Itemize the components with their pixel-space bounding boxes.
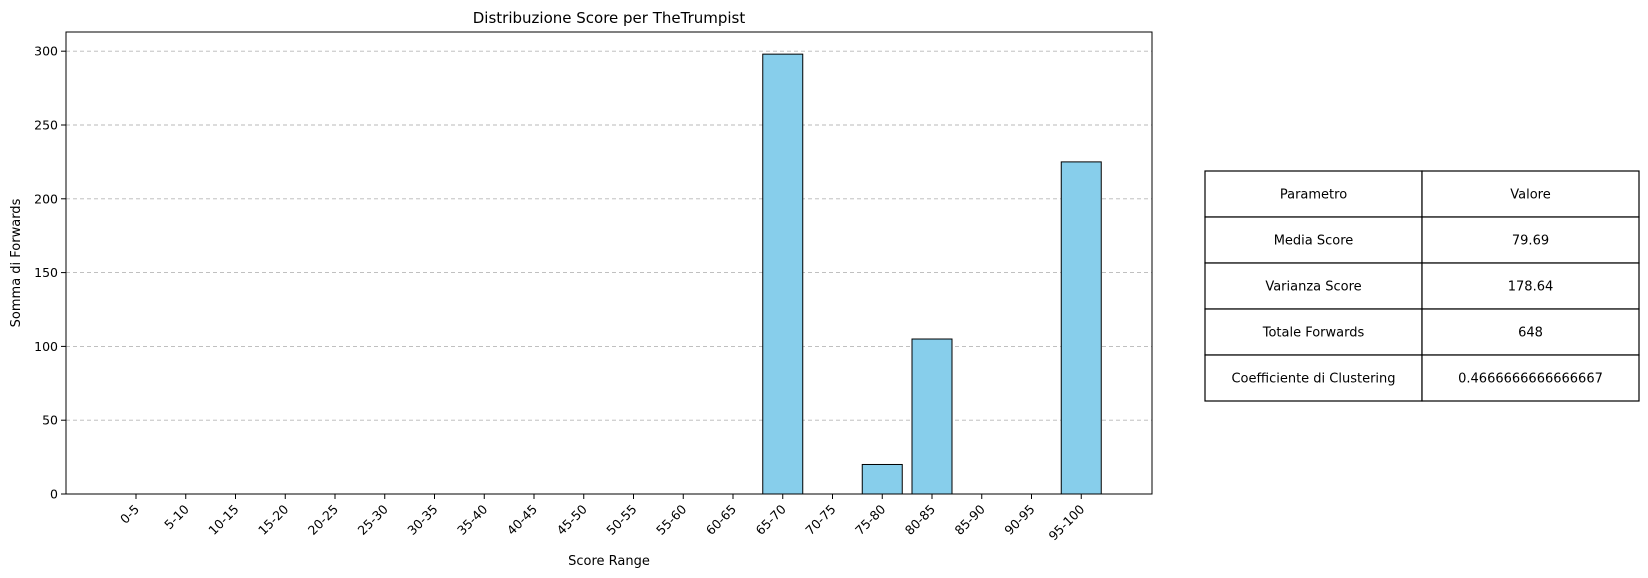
bar-65-70 bbox=[762, 53, 804, 495]
plot-area-frame bbox=[65, 31, 1153, 495]
x-tick-label: 20-25 bbox=[305, 502, 341, 538]
y-tick-label: 100 bbox=[34, 339, 58, 354]
y-tick-label: 250 bbox=[34, 117, 58, 132]
x-tick-label: 10-15 bbox=[205, 502, 241, 538]
x-tick-label: 0-5 bbox=[117, 502, 142, 527]
x-tick-label: 90-95 bbox=[1001, 502, 1037, 538]
y-axis-label: Somma di Forwards bbox=[9, 198, 24, 327]
table-cell bbox=[1421, 170, 1640, 218]
chart-title: Distribuzione Score per TheTrumpist bbox=[473, 9, 746, 27]
table-value: 79.69 bbox=[1512, 234, 1549, 249]
table-header-label: Parametro bbox=[1280, 188, 1347, 203]
x-tick-label: 25-30 bbox=[355, 501, 391, 537]
table-value: 178.64 bbox=[1508, 280, 1554, 295]
x-tick-label: 5-10 bbox=[161, 501, 192, 532]
table-cell bbox=[1204, 170, 1423, 218]
x-tick-label: 55-60 bbox=[653, 501, 689, 537]
table-cell bbox=[1421, 308, 1640, 356]
grid-lines bbox=[66, 50, 1152, 421]
y-tick-label: 50 bbox=[42, 413, 58, 428]
y-tick-label: 300 bbox=[34, 44, 58, 59]
x-axis: 0-5 5-10 10-15 15-20 20-25 25-30 30-35 35-40 40-… bbox=[117, 494, 1087, 543]
y-axis: 0 50 100 150 200 250 300 bbox=[34, 44, 66, 502]
table-value: 648 bbox=[1518, 326, 1543, 341]
bars bbox=[762, 53, 1102, 495]
x-tick-label: 40-45 bbox=[504, 502, 540, 538]
table-cell bbox=[1421, 216, 1640, 264]
x-tick-label: 80-85 bbox=[902, 502, 938, 538]
table-cell bbox=[1204, 308, 1423, 356]
table-cell bbox=[1421, 262, 1640, 310]
table-cell bbox=[1204, 354, 1423, 402]
y-tick-label: 0 bbox=[50, 487, 58, 502]
x-tick-label: 60-65 bbox=[703, 502, 739, 538]
x-tick-label: 70-75 bbox=[802, 502, 838, 538]
table-parameter-label: Varianza Score bbox=[1265, 280, 1361, 295]
bar-95-100 bbox=[1060, 161, 1102, 495]
x-tick-label: 95-100 bbox=[1045, 501, 1087, 543]
table-parameter-label: Media Score bbox=[1274, 234, 1354, 249]
x-tick-label: 30-35 bbox=[404, 502, 440, 538]
y-tick-label: 150 bbox=[34, 265, 58, 280]
x-tick-label: 15-20 bbox=[255, 501, 291, 537]
table-parameter-label: Coefficiente di Clustering bbox=[1231, 372, 1395, 387]
x-tick-label: 50-55 bbox=[603, 502, 639, 538]
x-tick-label: 35-40 bbox=[454, 501, 490, 537]
x-tick-label: 45-50 bbox=[554, 501, 590, 537]
bar-75-80 bbox=[861, 463, 903, 495]
bar-80-85 bbox=[911, 338, 953, 495]
x-tick-label: 75-80 bbox=[852, 501, 888, 537]
x-axis-label: Score Range bbox=[568, 554, 650, 569]
table-parameter-label: Totale Forwards bbox=[1262, 326, 1365, 341]
y-tick-label: 200 bbox=[34, 191, 58, 206]
stats-table: Parametro Valore Media Score 79.69 Varianza … bbox=[1204, 170, 1640, 402]
x-tick-label: 85-90 bbox=[952, 501, 988, 537]
table-cell bbox=[1204, 216, 1423, 264]
table-header-label: Valore bbox=[1510, 188, 1550, 203]
table-cell bbox=[1421, 354, 1640, 402]
x-tick-label: 65-70 bbox=[753, 501, 789, 537]
table-cell bbox=[1204, 262, 1423, 310]
table-value: 0.4666666666666667 bbox=[1458, 372, 1603, 387]
